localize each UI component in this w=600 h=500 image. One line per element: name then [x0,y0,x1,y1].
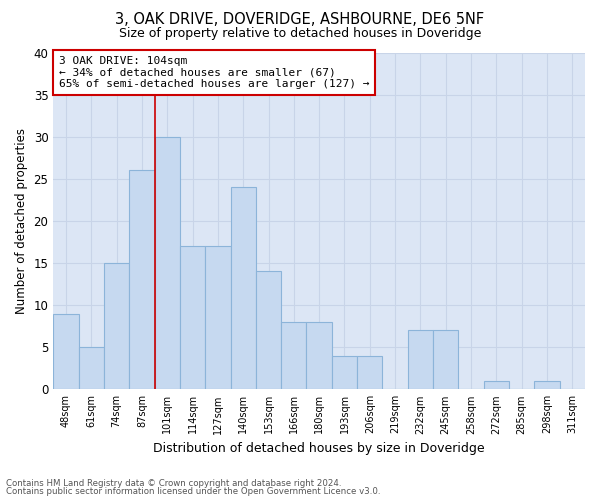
Bar [535,381,560,390]
Bar [104,263,129,390]
Bar [408,330,433,390]
Bar [281,322,307,390]
Bar [357,356,382,390]
Text: 3 OAK DRIVE: 104sqm
← 34% of detached houses are smaller (67)
65% of semi-detach: 3 OAK DRIVE: 104sqm ← 34% of detached ho… [59,56,369,89]
Text: Size of property relative to detached houses in Doveridge: Size of property relative to detached ho… [119,28,481,40]
Text: Contains public sector information licensed under the Open Government Licence v3: Contains public sector information licen… [6,487,380,496]
Bar [53,314,79,390]
Bar [79,347,104,390]
Bar [256,272,281,390]
Bar [155,136,180,390]
Y-axis label: Number of detached properties: Number of detached properties [15,128,28,314]
Bar [484,381,509,390]
Bar [205,246,230,390]
Bar [230,187,256,390]
Text: Contains HM Land Registry data © Crown copyright and database right 2024.: Contains HM Land Registry data © Crown c… [6,478,341,488]
Bar [129,170,155,390]
Bar [433,330,458,390]
Text: 3, OAK DRIVE, DOVERIDGE, ASHBOURNE, DE6 5NF: 3, OAK DRIVE, DOVERIDGE, ASHBOURNE, DE6 … [115,12,485,28]
Bar [332,356,357,390]
Bar [307,322,332,390]
Bar [180,246,205,390]
X-axis label: Distribution of detached houses by size in Doveridge: Distribution of detached houses by size … [154,442,485,455]
